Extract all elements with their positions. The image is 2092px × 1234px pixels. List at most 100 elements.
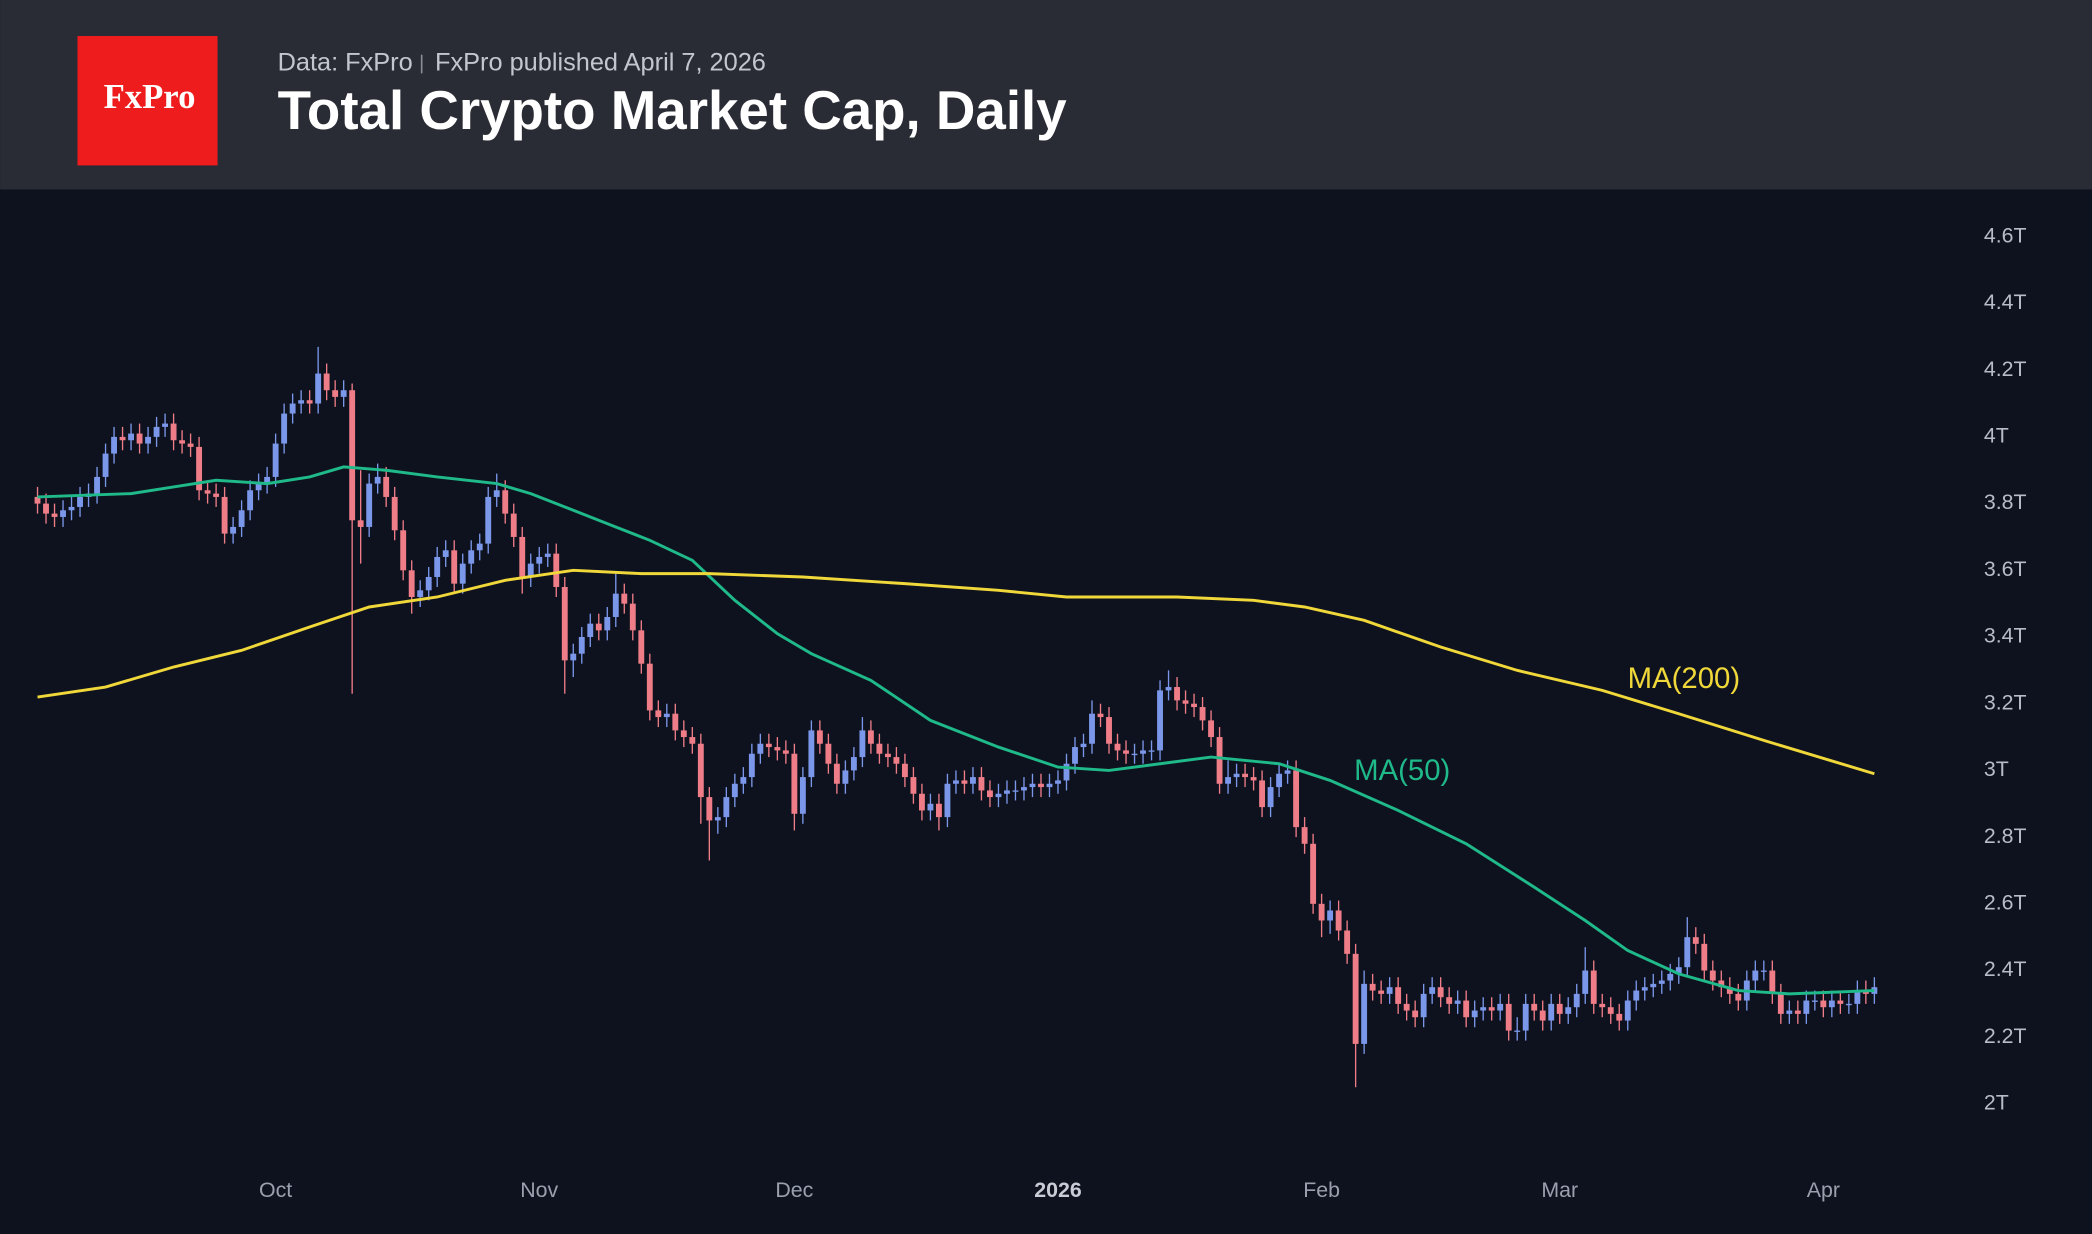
candle-body xyxy=(706,797,713,821)
candle-body xyxy=(893,757,900,764)
y-tick-label: 4.4T xyxy=(1984,290,2027,314)
candle-body xyxy=(162,423,169,427)
candle-body xyxy=(1624,1000,1631,1021)
candle-body xyxy=(119,436,126,441)
candle-body xyxy=(1012,790,1019,792)
candle-body xyxy=(1276,773,1283,788)
candle-body xyxy=(927,803,934,811)
candle-body xyxy=(544,553,551,557)
candle-body xyxy=(808,730,815,778)
candle-body xyxy=(1242,773,1249,778)
candle-body xyxy=(1123,750,1129,754)
candle-body xyxy=(1514,1030,1521,1032)
y-tick-label: 4T xyxy=(1984,424,2009,448)
candle-body xyxy=(196,446,203,491)
candle-body xyxy=(1131,753,1138,756)
candle-body xyxy=(578,637,585,654)
candle-body xyxy=(1157,690,1163,751)
candle-body xyxy=(349,390,356,521)
candle-body xyxy=(1811,1000,1818,1002)
candle-body xyxy=(1777,993,1784,1014)
candle-body xyxy=(1080,743,1087,748)
candle-body xyxy=(136,433,143,444)
candle-body xyxy=(1803,1000,1810,1014)
candle-body xyxy=(1369,983,1376,991)
candle-body xyxy=(306,400,313,404)
candle-body xyxy=(408,570,415,597)
y-tick-label: 3.6T xyxy=(1984,557,2027,581)
candle-body xyxy=(1301,827,1308,844)
candle-body xyxy=(1684,937,1691,968)
candle-body xyxy=(1344,930,1351,954)
candle-body xyxy=(978,777,985,791)
candle-body xyxy=(221,496,228,534)
candle-body xyxy=(1174,687,1180,701)
candle-body xyxy=(1633,990,1640,1001)
candle-body xyxy=(995,793,1002,798)
candle-body xyxy=(697,743,704,798)
candle-body xyxy=(1480,1007,1487,1011)
candle-body xyxy=(1089,713,1095,744)
candle-body xyxy=(1046,783,1053,788)
candle-body xyxy=(255,483,262,491)
candle-body xyxy=(230,526,237,534)
candle-body xyxy=(1522,1003,1529,1031)
candle-body xyxy=(128,433,134,441)
candle-body xyxy=(357,520,364,527)
candle-body xyxy=(1310,843,1317,904)
candle-body xyxy=(1004,790,1010,794)
candle-body xyxy=(1446,997,1453,1004)
candle-body xyxy=(1565,1007,1572,1014)
candle-body xyxy=(485,496,492,544)
candle-body xyxy=(519,536,526,577)
candle-body xyxy=(1658,980,1665,984)
candle-body xyxy=(1378,990,1385,994)
candle-body xyxy=(961,780,968,784)
published-note: FxPro published April 7, 2026 xyxy=(435,49,766,77)
candle-body xyxy=(111,436,117,454)
x-tick-label: Dec xyxy=(775,1178,813,1202)
y-tick-label: 3.4T xyxy=(1984,624,2027,648)
candle-body xyxy=(1233,773,1240,778)
candle-body xyxy=(1021,787,1027,791)
candle-body xyxy=(1650,983,1657,988)
logo-box xyxy=(77,36,218,166)
candle-body xyxy=(340,390,347,397)
ma-line xyxy=(37,568,1875,776)
candle-body xyxy=(51,513,58,517)
y-tick-label: 2.2T xyxy=(1984,1024,2027,1048)
candle-body xyxy=(1531,1003,1538,1011)
candle-body xyxy=(238,510,245,527)
candle-body xyxy=(459,563,466,584)
candle-body xyxy=(1590,970,1597,1004)
candle-body xyxy=(383,476,390,497)
candle-body xyxy=(213,493,220,497)
candle-body xyxy=(102,453,109,477)
ma-line xyxy=(37,465,1875,996)
candle-body xyxy=(740,777,747,784)
candle-body xyxy=(366,483,373,527)
candle-body xyxy=(204,490,211,494)
data-source: Data: FxPro xyxy=(278,49,413,77)
candle-body xyxy=(612,593,619,617)
candle-body xyxy=(1165,687,1172,691)
candle-body xyxy=(332,390,339,397)
y-tick-label: 3.8T xyxy=(1984,490,2027,514)
candle-body xyxy=(595,623,602,631)
candle-body xyxy=(1361,983,1368,1044)
candle-body xyxy=(1752,970,1759,981)
series-label: MA(50) xyxy=(1354,754,1450,787)
candle-body xyxy=(782,750,789,754)
candle-body xyxy=(1828,1000,1835,1008)
candle-body xyxy=(374,476,381,484)
candle-body xyxy=(527,563,534,577)
candle-body xyxy=(323,373,330,391)
candle-body xyxy=(68,506,75,511)
candle-body xyxy=(1607,1007,1614,1014)
candle-body xyxy=(570,653,577,661)
candle-body xyxy=(1412,1010,1419,1018)
candle-body xyxy=(1488,1007,1495,1011)
